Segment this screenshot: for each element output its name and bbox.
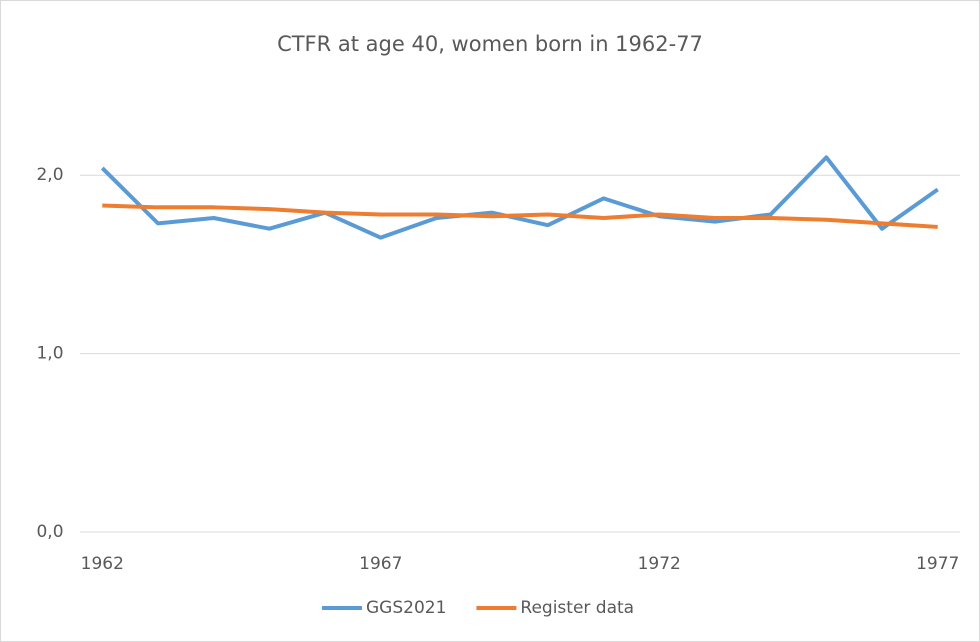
y-tick-label: 0,0 [36, 522, 63, 542]
x-tick-label: 1972 [638, 554, 681, 574]
series-line [102, 203, 938, 229]
y-tick-label: 1,0 [36, 344, 63, 364]
x-tick-label: 1977 [916, 554, 959, 574]
x-tick-label: 1962 [81, 554, 124, 574]
y-tick-label: 2,0 [36, 165, 63, 185]
x-tick-label: 1967 [359, 554, 402, 574]
legend-label: Register data [520, 598, 634, 618]
legend-label: GGS2021 [366, 598, 446, 618]
chart-title: CTFR at age 40, women born in 1962-77 [277, 32, 703, 56]
series-line [100, 155, 939, 240]
